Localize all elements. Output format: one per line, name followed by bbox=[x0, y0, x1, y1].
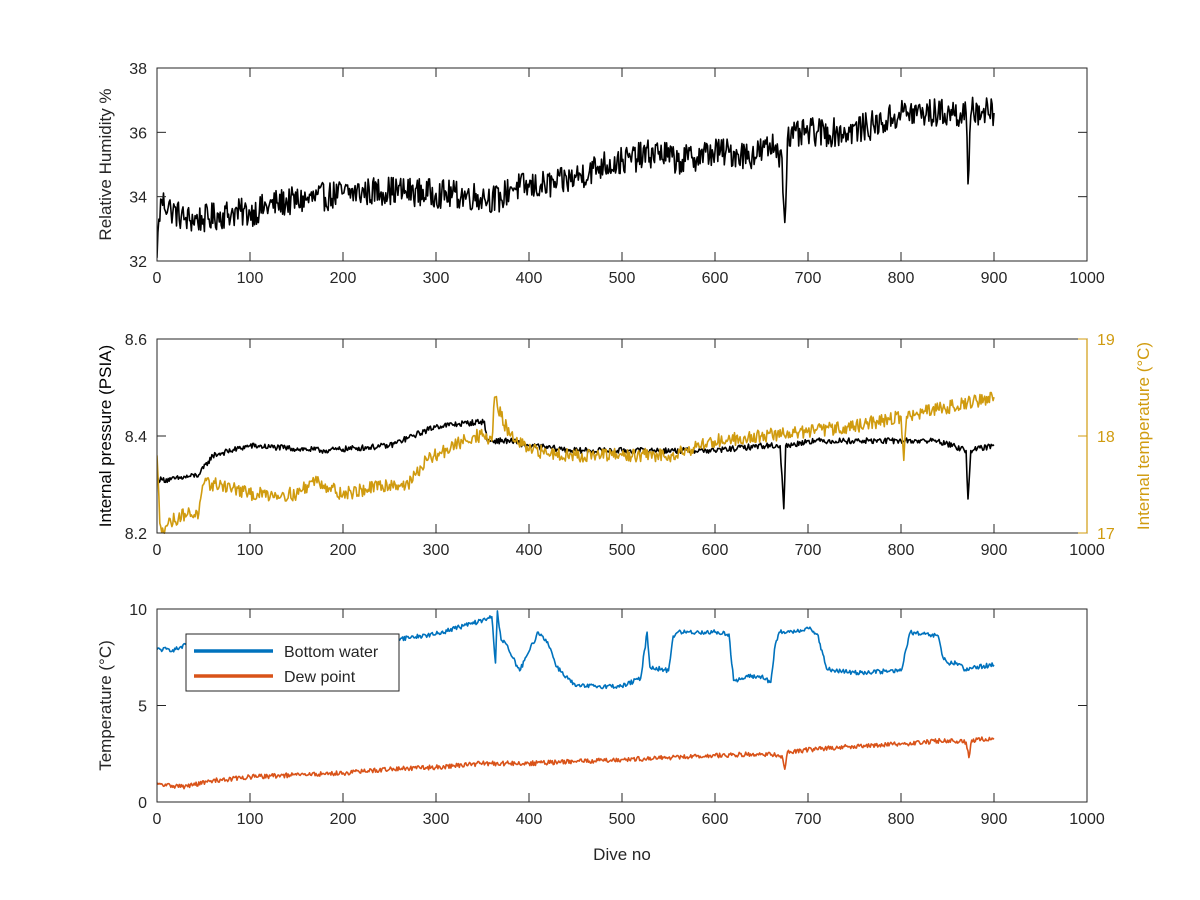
y-tick-label: 38 bbox=[129, 61, 147, 78]
chart-panel-1: 0 100 200 300 400 500 600 700 800 900 1000 32 34 36 38… bbox=[96, 61, 1105, 287]
series-line-panel2-main bbox=[157, 418, 995, 510]
x-tick-label: 100 bbox=[237, 811, 264, 828]
x-tick-label: 700 bbox=[795, 270, 822, 287]
y-axis-label: Temperature (°C) bbox=[96, 640, 115, 771]
x-tick-label: 800 bbox=[888, 542, 915, 559]
x-tick-label: 600 bbox=[702, 542, 729, 559]
y-axis-label: Internal pressure (PSIA) bbox=[96, 345, 115, 527]
y-tick-label: 36 bbox=[129, 125, 147, 142]
y-tick-label: 8.6 bbox=[125, 332, 147, 349]
chart-panel-2: 0 100 200 300 400 500 600 700 800 900 1000 8.2 8.4 8.… bbox=[96, 332, 1153, 559]
x-tick-label: 400 bbox=[516, 811, 543, 828]
x-tick-label: 600 bbox=[702, 811, 729, 828]
x-tick-label: 1000 bbox=[1069, 811, 1105, 828]
x-tick-label: 200 bbox=[330, 811, 357, 828]
y-tick-label: 8.2 bbox=[125, 526, 147, 543]
y2-tick-label: 17 bbox=[1097, 526, 1115, 543]
y2-tick-label: 18 bbox=[1097, 429, 1115, 446]
axes-box bbox=[156, 67, 1088, 262]
x-tick-label: 100 bbox=[237, 542, 264, 559]
series-line-panel1-main bbox=[157, 96, 995, 258]
x-tick-label: 1000 bbox=[1069, 542, 1105, 559]
y2-tick-label: 19 bbox=[1097, 332, 1115, 349]
series-line-dew-point bbox=[157, 736, 995, 790]
series-line-internal-temperature bbox=[157, 391, 995, 534]
x-tick-label: 300 bbox=[423, 811, 450, 828]
y-axis-label: Relative Humidity % bbox=[96, 88, 115, 240]
x-tick-label: 300 bbox=[423, 542, 450, 559]
y-tick-label: 34 bbox=[129, 190, 147, 207]
chart-panel-3: 0 100 200 300 400 500 600 700 800 900 1000 0 5 10 Temp… bbox=[96, 602, 1105, 864]
x-tick-label: 900 bbox=[981, 270, 1008, 287]
x-tick-label: 500 bbox=[609, 270, 636, 287]
x-tick-label: 600 bbox=[702, 270, 729, 287]
axes-box bbox=[156, 338, 1088, 534]
x-tick-label: 1000 bbox=[1069, 270, 1105, 287]
y-tick-label: 8.4 bbox=[125, 429, 147, 446]
x-tick-label: 400 bbox=[516, 270, 543, 287]
y-tick-label: 0 bbox=[138, 795, 147, 812]
x-tick-label: 100 bbox=[237, 270, 264, 287]
x-tick-label: 900 bbox=[981, 542, 1008, 559]
x-tick-label: 500 bbox=[609, 542, 636, 559]
x-tick-label: 400 bbox=[516, 542, 543, 559]
x-tick-label: 700 bbox=[795, 811, 822, 828]
x-axis-label: Dive no bbox=[593, 845, 651, 864]
y-tick-label: 10 bbox=[129, 602, 147, 619]
legend: Bottom water Dew point bbox=[185, 633, 400, 692]
x-tick-label: 700 bbox=[795, 542, 822, 559]
legend-box bbox=[185, 633, 400, 692]
legend-label-bottom-water: Bottom water bbox=[284, 644, 379, 661]
x-tick-label: 200 bbox=[330, 270, 357, 287]
x-tick-label: 900 bbox=[981, 811, 1008, 828]
x-tick-label: 800 bbox=[888, 270, 915, 287]
x-tick-label: 0 bbox=[153, 270, 162, 287]
x-tick-label: 0 bbox=[153, 542, 162, 559]
y2-axis-label: Internal temperature (°C) bbox=[1134, 342, 1153, 530]
y-tick-label: 32 bbox=[129, 254, 147, 271]
x-tick-label: 500 bbox=[609, 811, 636, 828]
legend-label-dew-point: Dew point bbox=[284, 669, 356, 686]
y-tick-label: 5 bbox=[138, 699, 147, 716]
x-tick-label: 200 bbox=[330, 542, 357, 559]
x-tick-label: 0 bbox=[153, 811, 162, 828]
x-tick-label: 300 bbox=[423, 270, 450, 287]
x-tick-label: 800 bbox=[888, 811, 915, 828]
